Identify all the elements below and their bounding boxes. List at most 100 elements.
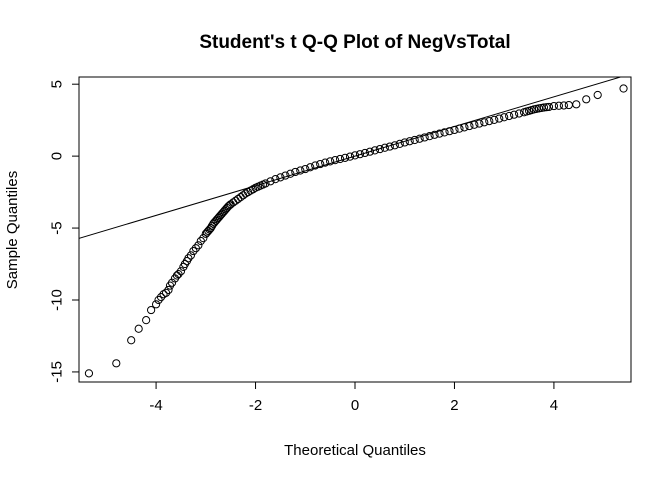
data-point — [220, 206, 229, 215]
data-point — [191, 244, 200, 253]
data-point — [440, 128, 449, 137]
data-point — [365, 147, 375, 156]
data-point — [296, 166, 305, 175]
data-point — [619, 84, 628, 93]
data-point — [370, 146, 379, 155]
plot-frame — [78, 76, 632, 383]
data-point — [537, 103, 546, 113]
data-point — [564, 100, 573, 110]
data-point — [515, 109, 524, 118]
data-point — [430, 130, 439, 139]
data-point — [176, 267, 186, 276]
data-point — [500, 113, 509, 122]
data-point — [306, 163, 315, 172]
data-point — [445, 127, 454, 136]
x-axis-label: Theoretical Quantiles — [284, 442, 426, 459]
data-point — [243, 187, 253, 197]
data-point — [248, 185, 258, 194]
data-point — [355, 150, 365, 159]
y-axis-label: Sample Quantiles — [4, 171, 21, 289]
data-point — [505, 111, 514, 121]
data-point — [127, 336, 136, 345]
data-point — [134, 324, 143, 333]
x-axis: -4 -2 0 2 4 — [149, 381, 558, 414]
data-point — [215, 212, 224, 221]
data-point — [425, 132, 434, 141]
data-point — [142, 316, 151, 325]
data-point — [164, 285, 173, 295]
data-point — [593, 90, 602, 100]
data-point — [194, 241, 203, 250]
data-point — [559, 101, 568, 110]
data-point — [340, 153, 350, 162]
data-point — [199, 234, 208, 243]
data-point — [271, 175, 280, 184]
data-point — [582, 95, 591, 104]
data-point — [236, 193, 245, 202]
data-point — [470, 120, 479, 129]
data-point — [112, 359, 121, 368]
data-points — [84, 84, 628, 378]
y-tick-label: 5 — [49, 80, 66, 88]
y-tick-label: 0 — [49, 152, 66, 160]
data-point — [154, 295, 163, 305]
data-point — [266, 177, 275, 186]
data-point — [380, 143, 389, 152]
data-point — [186, 251, 195, 260]
data-point — [335, 154, 345, 164]
data-point — [345, 152, 355, 161]
data-point — [415, 134, 424, 143]
data-point — [331, 156, 340, 165]
data-point — [184, 254, 193, 263]
data-point — [258, 180, 268, 189]
chart-title: Student's t Q-Q Plot of NegVsTotal — [199, 32, 510, 53]
data-point — [281, 171, 290, 180]
reference-line-group — [79, 77, 623, 239]
data-point — [475, 119, 484, 128]
data-point — [490, 115, 499, 124]
data-point — [522, 107, 531, 116]
data-point — [161, 288, 171, 297]
data-point — [156, 293, 166, 302]
x-tick-label: 2 — [450, 397, 458, 414]
data-point — [147, 305, 156, 315]
data-point — [291, 167, 300, 177]
data-point — [450, 125, 459, 135]
x-tick-label: -4 — [149, 397, 162, 414]
data-point — [350, 151, 360, 160]
data-point — [151, 300, 161, 309]
data-point — [217, 209, 227, 218]
data-point — [572, 100, 581, 109]
data-point — [253, 182, 263, 191]
data-point — [196, 236, 205, 246]
data-point — [460, 123, 469, 132]
data-point — [222, 203, 232, 213]
data-point — [405, 137, 414, 146]
data-point — [234, 194, 243, 204]
data-point — [286, 169, 295, 178]
data-point — [212, 215, 222, 224]
data-point — [395, 139, 404, 148]
data-point — [311, 161, 320, 170]
x-tick-label: 0 — [351, 397, 359, 414]
qq-reference-line — [79, 77, 623, 239]
data-point — [202, 228, 212, 237]
data-point — [276, 173, 285, 182]
data-point — [532, 104, 541, 113]
data-point — [174, 269, 183, 279]
data-point — [321, 158, 330, 167]
y-tick-label: -15 — [49, 361, 66, 383]
data-point — [542, 103, 551, 112]
data-point — [465, 121, 474, 131]
data-point — [301, 164, 310, 174]
data-point — [316, 159, 325, 169]
x-tick-label: -2 — [249, 397, 262, 414]
data-point — [390, 141, 399, 150]
data-point — [420, 133, 429, 142]
data-point — [167, 278, 177, 287]
data-point — [375, 144, 384, 154]
data-point — [210, 218, 219, 227]
data-point — [455, 124, 464, 133]
data-point — [400, 138, 409, 147]
